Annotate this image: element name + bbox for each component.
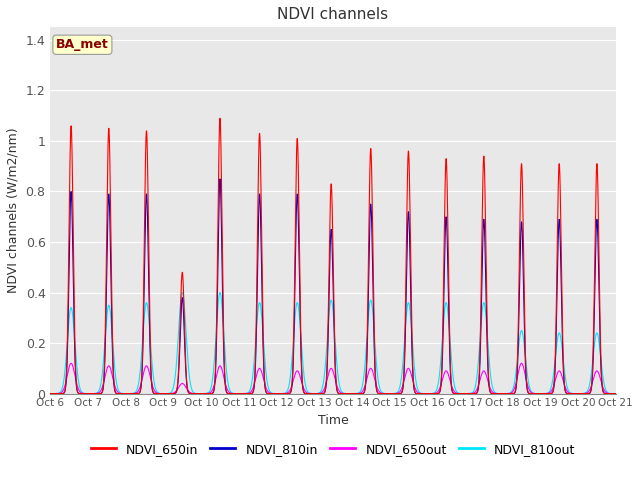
X-axis label: Time: Time — [317, 414, 348, 427]
Text: BA_met: BA_met — [56, 38, 109, 51]
Legend: NDVI_650in, NDVI_810in, NDVI_650out, NDVI_810out: NDVI_650in, NDVI_810in, NDVI_650out, NDV… — [86, 438, 580, 461]
Title: NDVI channels: NDVI channels — [278, 7, 388, 22]
Y-axis label: NDVI channels (W/m2/nm): NDVI channels (W/m2/nm) — [7, 128, 20, 293]
